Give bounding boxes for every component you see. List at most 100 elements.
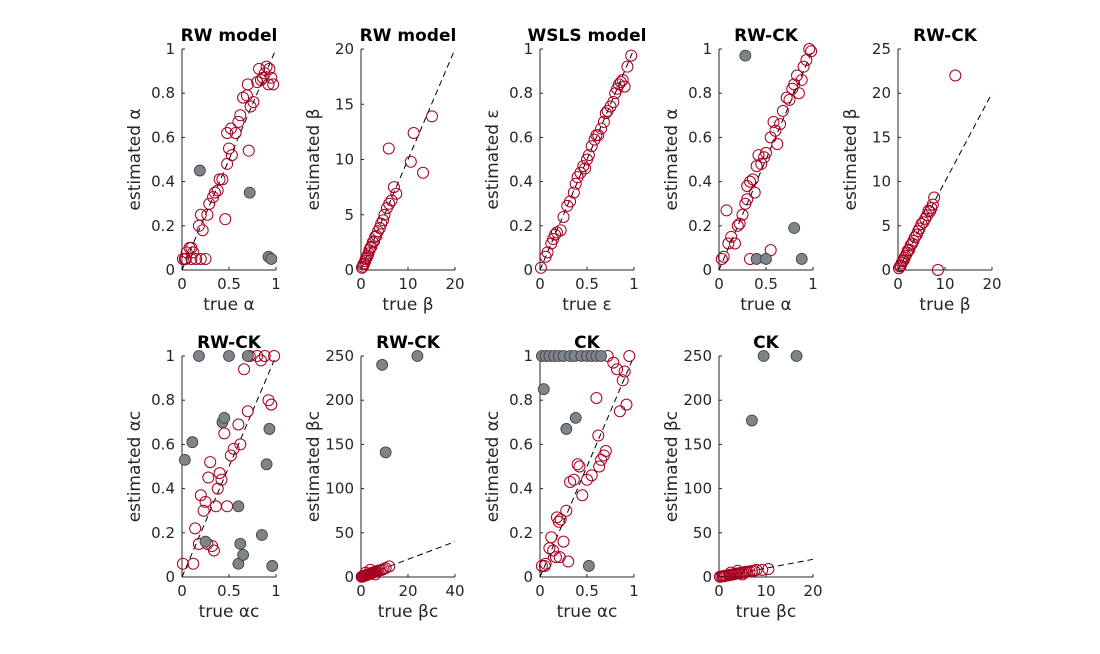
recovered-point	[791, 69, 804, 82]
panel-title: WSLS model	[528, 26, 647, 46]
recovered-point	[207, 544, 220, 557]
y-tick-label: 0.4	[509, 173, 533, 191]
panel-title: RW-CK	[913, 26, 978, 46]
recovered-point	[733, 217, 746, 230]
panel-2: 0 10 20 0 5 10 15 20 RW model true β estimated β	[304, 26, 465, 315]
recovered-point	[263, 62, 276, 75]
y-tick-label: 0.4	[688, 173, 712, 191]
y-tick-label: 1	[523, 347, 533, 365]
recovered-point	[383, 197, 396, 210]
recovered-point	[254, 354, 267, 367]
recovered-point	[370, 229, 383, 242]
panel-5: 0 10 20 0 5 10 15 20 25 RW-CK true β estimated β	[841, 26, 1002, 315]
recovered-point	[194, 208, 207, 221]
y-tick-label: 0	[702, 261, 712, 279]
y-tick-label: 10	[872, 173, 891, 191]
y-tick-label: 200	[325, 391, 354, 409]
unrecovered-point	[379, 446, 392, 459]
x-tick-label: 1	[808, 275, 818, 293]
recovered-point	[560, 504, 573, 517]
y-axis-label: estimated β	[841, 109, 861, 211]
recovered-point	[247, 96, 260, 109]
recovered-point	[623, 350, 636, 362]
recovered-point	[722, 237, 735, 250]
recovered-point	[221, 500, 234, 513]
unrecovered-point	[746, 414, 758, 427]
unrecovered-point	[218, 411, 231, 424]
y-tick-label: 0	[702, 568, 712, 586]
y-tick-label: 0.2	[151, 524, 175, 542]
recovered-point	[364, 241, 377, 254]
recovered-point	[599, 107, 612, 120]
recovered-point	[404, 155, 417, 168]
recovered-point	[764, 131, 777, 144]
recovered-point	[752, 149, 765, 162]
y-tick-label: 0.8	[688, 84, 712, 102]
recovered-point	[571, 458, 584, 471]
recovered-point	[731, 219, 744, 232]
x-tick-label: 10	[935, 275, 954, 293]
y-tick-label: 0.2	[509, 217, 533, 235]
y-tick-label: 100	[683, 480, 712, 498]
y-tick-label: 50	[335, 524, 354, 542]
recovered-point	[585, 469, 598, 482]
unrecovered-point	[376, 358, 389, 371]
recovered-point	[715, 252, 728, 265]
recovered-point	[366, 236, 379, 249]
panel-4: 0 0.5 1 0 0.2 0.4 0.6 0.8 1 RW-CK true α estimated …	[662, 26, 818, 315]
recovered-point	[187, 557, 200, 570]
y-tick-label: 0.6	[509, 435, 533, 453]
recovered-point	[209, 500, 222, 513]
recovered-point	[385, 194, 398, 207]
y-tick-label: 5	[344, 206, 354, 224]
recovered-point	[196, 224, 209, 237]
recovered-point	[741, 193, 754, 206]
recovered-point	[744, 175, 757, 188]
recovered-point	[567, 473, 580, 486]
recovered-point	[592, 129, 605, 142]
identity-line	[539, 355, 635, 578]
panel-title: RW-CK	[197, 333, 262, 353]
unrecovered-point	[186, 436, 199, 449]
recovered-point	[720, 204, 733, 217]
unrecovered-point	[237, 549, 250, 561]
recovered-point	[373, 222, 386, 235]
panel-title: RW-CK	[376, 333, 441, 353]
recovered-point	[221, 126, 234, 139]
recovered-point	[550, 226, 563, 239]
recovered-point	[921, 209, 934, 222]
recovered-point	[234, 438, 247, 451]
x-tick-label: 20	[445, 275, 464, 293]
y-tick-label: 0	[881, 261, 891, 279]
recovered-point	[613, 405, 626, 418]
recovered-point	[717, 250, 730, 263]
recovered-point	[215, 473, 228, 486]
x-tick-label: 40	[445, 582, 464, 600]
recovered-point	[260, 60, 273, 73]
recovered-point	[265, 71, 278, 84]
y-tick-label: 1	[165, 347, 175, 365]
y-tick-label: 0.8	[151, 84, 175, 102]
recovered-point	[238, 363, 251, 376]
recovered-point	[224, 122, 237, 135]
recovered-point	[234, 109, 247, 122]
y-axis-label: estimated βc	[662, 411, 682, 522]
recovered-point	[218, 427, 231, 440]
recovered-point	[267, 78, 280, 91]
unrecovered-point	[199, 535, 212, 548]
panel-7: 0 20 40 0 50 100 150 200 250 RW-CK true βc estimate…	[304, 333, 465, 622]
recovered-point	[581, 473, 593, 486]
recovered-point	[931, 264, 944, 276]
x-axis-label: true βc	[736, 602, 797, 622]
y-tick-label: 0.8	[509, 391, 533, 409]
recovered-point	[736, 208, 749, 221]
x-axis-label: true α	[740, 295, 792, 315]
unrecovered-point	[739, 49, 752, 62]
y-tick-label: 20	[872, 84, 891, 102]
panel-title: CK	[753, 333, 779, 353]
recovered-point	[760, 146, 772, 159]
recovered-point	[616, 374, 629, 387]
recovered-point	[564, 475, 577, 488]
